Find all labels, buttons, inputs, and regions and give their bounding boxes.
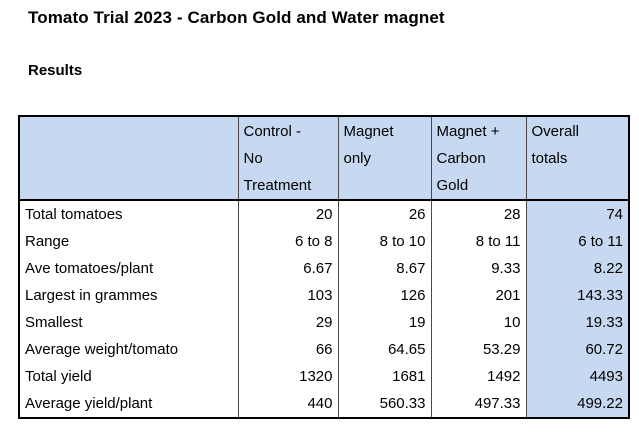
value-cell: 10 [430, 309, 526, 336]
value-cell: 26 [337, 200, 431, 228]
results-heading: Results [28, 62, 83, 79]
column-header-control: Control - No Treatment [237, 116, 338, 201]
value-cell: 29 [237, 309, 338, 336]
results-table: Control - No Treatment Magnet only Magne… [18, 115, 630, 419]
table-row: Smallest 29 19 10 19.33 [19, 309, 629, 336]
value-cell: 1320 [237, 363, 338, 390]
overall-value-cell: 6 to 11 [525, 228, 629, 255]
value-cell: 1492 [430, 363, 526, 390]
value-cell: 6 to 8 [237, 228, 338, 255]
overall-value-cell: 60.72 [525, 336, 629, 363]
page-title: Tomato Trial 2023 - Carbon Gold and Wate… [28, 8, 445, 27]
overall-value-cell: 4493 [525, 363, 629, 390]
column-header-overall-totals: Overall totals [525, 116, 629, 201]
row-label: Ave tomatoes/plant [19, 255, 238, 282]
column-header-magnet-carbon-gold: Magnet + Carbon Gold [430, 116, 526, 201]
overall-value-cell: 8.22 [525, 255, 629, 282]
value-cell: 28 [430, 200, 526, 228]
column-header-magnet-only: Magnet only [337, 116, 431, 201]
value-cell: 1681 [337, 363, 431, 390]
value-cell: 103 [237, 282, 338, 309]
table-row: Largest in grammes 103 126 201 143.33 [19, 282, 629, 309]
value-cell: 497.33 [430, 390, 526, 418]
value-cell: 64.65 [337, 336, 431, 363]
row-label: Smallest [19, 309, 238, 336]
overall-value-cell: 19.33 [525, 309, 629, 336]
header-row: Control - No Treatment Magnet only Magne… [19, 116, 629, 201]
row-label: Total tomatoes [19, 200, 238, 228]
value-cell: 9.33 [430, 255, 526, 282]
table-row: Average yield/plant 440 560.33 497.33 49… [19, 390, 629, 418]
row-label: Average weight/tomato [19, 336, 238, 363]
row-label: Total yield [19, 363, 238, 390]
table-row: Total yield 1320 1681 1492 4493 [19, 363, 629, 390]
value-cell: 8 to 11 [430, 228, 526, 255]
corner-cell [19, 116, 238, 201]
row-label: Range [19, 228, 238, 255]
value-cell: 66 [237, 336, 338, 363]
value-cell: 8 to 10 [337, 228, 431, 255]
table-row: Average weight/tomato 66 64.65 53.29 60.… [19, 336, 629, 363]
value-cell: 440 [237, 390, 338, 418]
table-row: Range 6 to 8 8 to 10 8 to 11 6 to 11 [19, 228, 629, 255]
overall-value-cell: 74 [525, 200, 629, 228]
value-cell: 6.67 [237, 255, 338, 282]
value-cell: 126 [337, 282, 431, 309]
overall-value-cell: 499.22 [525, 390, 629, 418]
value-cell: 8.67 [337, 255, 431, 282]
table-row: Ave tomatoes/plant 6.67 8.67 9.33 8.22 [19, 255, 629, 282]
value-cell: 19 [337, 309, 431, 336]
row-label: Average yield/plant [19, 390, 238, 418]
overall-value-cell: 143.33 [525, 282, 629, 309]
value-cell: 20 [237, 200, 338, 228]
value-cell: 53.29 [430, 336, 526, 363]
table-row: Total tomatoes 20 26 28 74 [19, 200, 629, 228]
row-label: Largest in grammes [19, 282, 238, 309]
value-cell: 201 [430, 282, 526, 309]
value-cell: 560.33 [337, 390, 431, 418]
